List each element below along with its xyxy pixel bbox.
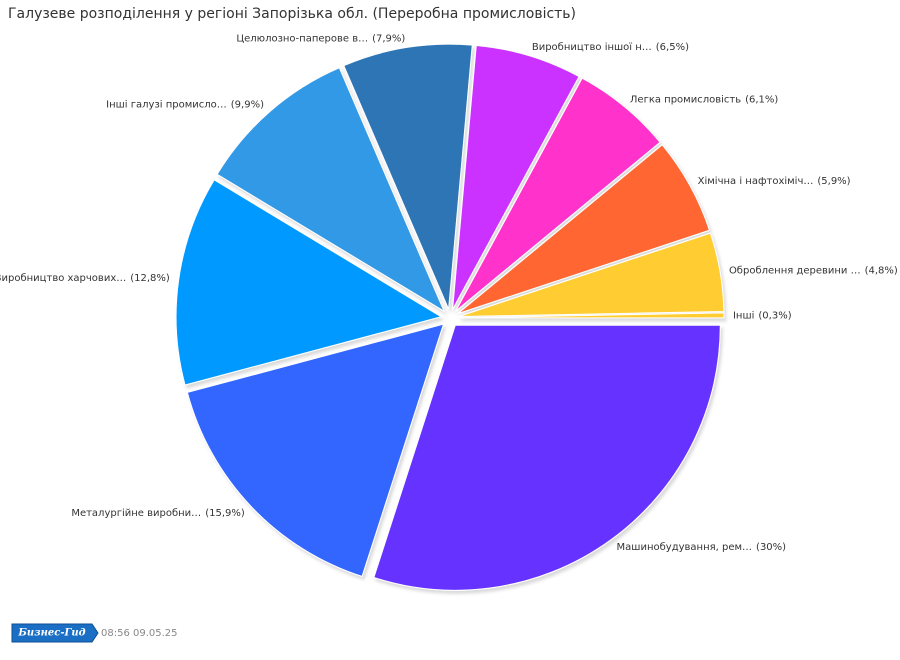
chart-title: Галузеве розподілення у регіоні Запорізь… [8, 6, 576, 22]
slice-category: Хімічна і нафтохіміч… [698, 175, 814, 187]
footer: Бизнес-Гид 08:56 09.05.25 [11, 623, 178, 643]
slice-label: Машинобудування, рем… (30%) [617, 542, 787, 553]
slice-category: Інші галузі промисло… [106, 99, 227, 111]
pie [175, 43, 725, 591]
slice-value-label: (30%) [756, 542, 786, 553]
slice-value-label: (0,3%) [758, 310, 791, 321]
logo: Бизнес-Гид [17, 628, 85, 639]
slice-category: Целюлозно-паперове в… [236, 34, 368, 45]
slice-label: Металургійне виробни… (15,9%) [71, 507, 245, 519]
pie-slice [216, 67, 446, 313]
slice-category: Металургійне виробни… [71, 507, 201, 519]
slice-category: Інші [733, 309, 754, 321]
slice-value-label: (4,8%) [865, 265, 898, 276]
slice-label: Легка промисловість (6,1%) [630, 94, 779, 106]
pie-slice [452, 44, 580, 310]
slice-label: Інші (0,3%) [733, 309, 792, 321]
slice-value-label: (5,9%) [817, 176, 850, 187]
slice-value-label: (9,9%) [231, 100, 264, 111]
slice-label: Виробництво іншої н… (6,5%) [532, 41, 689, 53]
pie-slice [457, 144, 711, 315]
slice-value-label: (15,9%) [205, 508, 245, 519]
slice-category: Виробництво іншої н… [532, 41, 652, 53]
slice-value-label: (7,9%) [372, 34, 405, 45]
pie-slice [373, 324, 721, 591]
pie-slice [343, 43, 473, 310]
slice-value-label: (12,8%) [130, 273, 170, 284]
slice-label: Хімічна і нафтохіміч… (5,9%) [698, 175, 851, 187]
slice-label: Оброблення деревини … (4,8%) [729, 265, 898, 276]
slice-label: Інші галузі промисло… (9,9%) [106, 99, 264, 111]
pie-slice [175, 179, 443, 386]
slice-label: Виробництво харчових… (12,8%) [0, 273, 170, 284]
pie-slice [186, 323, 445, 578]
slice-label: Целюлозно-паперове в… (7,9%) [236, 34, 405, 45]
slice-category: Оброблення деревини … [729, 265, 861, 276]
labels: Машинобудування, рем… (30%) Металургійне в… [0, 34, 898, 553]
pie-slice [455, 77, 661, 312]
slice-category: Машинобудування, рем… [617, 542, 753, 553]
slice-category: Легка промисловість [630, 94, 741, 106]
timestamp: 08:56 09.05.25 [101, 628, 178, 639]
logo-badge [11, 623, 99, 643]
slice-value-label: (6,1%) [745, 95, 778, 106]
slice-category: Виробництво харчових… [0, 273, 126, 284]
pie-slice [458, 232, 725, 317]
slice-value-label: (6,5%) [656, 42, 689, 53]
pie-slice [458, 312, 725, 319]
